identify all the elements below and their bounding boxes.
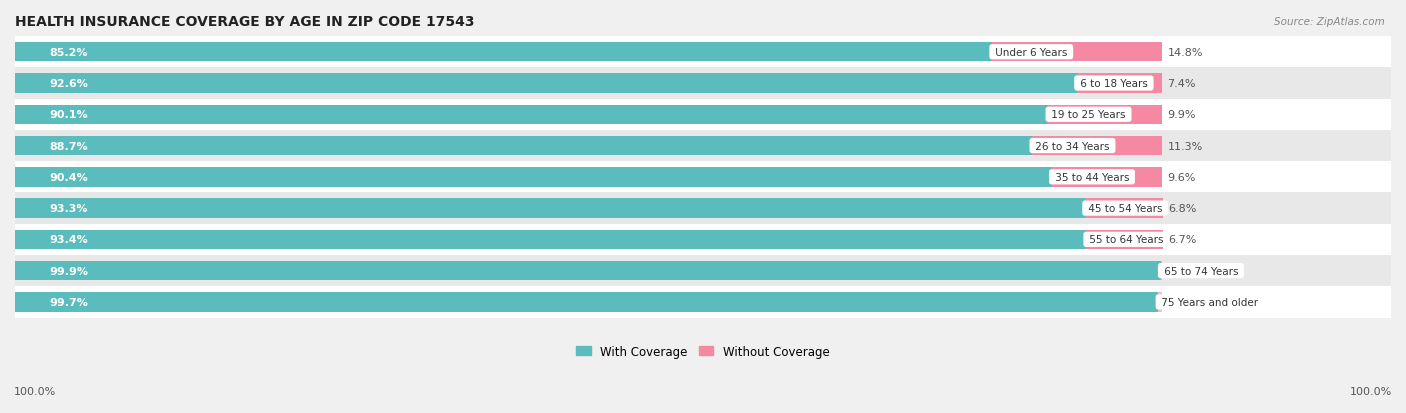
Bar [1052,168,1161,187]
Bar [15,43,993,62]
Bar [1047,105,1161,125]
Text: 0.15%: 0.15% [1168,266,1204,276]
Text: 88.7%: 88.7% [49,141,89,151]
Text: 26 to 34 Years: 26 to 34 Years [1032,141,1112,151]
Bar [15,261,1160,281]
Bar [15,292,1159,312]
Text: 100.0%: 100.0% [1350,387,1392,396]
Bar [15,162,1391,193]
Text: HEALTH INSURANCE COVERAGE BY AGE IN ZIP CODE 17543: HEALTH INSURANCE COVERAGE BY AGE IN ZIP … [15,15,474,29]
Bar [15,199,1085,218]
Text: 55 to 64 Years: 55 to 64 Years [1085,235,1167,245]
Text: 93.3%: 93.3% [49,204,89,214]
Text: 85.2%: 85.2% [49,47,89,57]
Text: 93.4%: 93.4% [49,235,89,245]
Bar [993,43,1161,62]
Text: 90.4%: 90.4% [49,172,89,183]
Text: 75 Years and older: 75 Years and older [1159,297,1261,307]
Bar [1160,261,1163,281]
Bar [15,137,1032,156]
Bar [1085,230,1163,249]
Text: 65 to 74 Years: 65 to 74 Years [1160,266,1241,276]
Bar [15,193,1391,224]
Text: 9.6%: 9.6% [1167,172,1195,183]
Text: 6.8%: 6.8% [1168,204,1197,214]
Text: 99.9%: 99.9% [49,266,89,276]
Bar [15,100,1391,131]
Bar [1077,74,1161,93]
Bar [1085,199,1163,218]
Text: 90.1%: 90.1% [49,110,89,120]
Bar [15,287,1391,318]
Text: 45 to 54 Years: 45 to 54 Years [1085,204,1166,214]
Text: 19 to 25 Years: 19 to 25 Years [1047,110,1129,120]
Bar [15,105,1047,125]
Text: 92.6%: 92.6% [49,79,89,89]
Bar [15,230,1085,249]
Text: 9.9%: 9.9% [1167,110,1197,120]
Text: 14.8%: 14.8% [1167,47,1204,57]
Text: Under 6 Years: Under 6 Years [993,47,1070,57]
Text: 6 to 18 Years: 6 to 18 Years [1077,79,1152,89]
Bar [15,168,1052,187]
Text: 99.7%: 99.7% [49,297,89,307]
Bar [15,68,1391,100]
Text: 35 to 44 Years: 35 to 44 Years [1052,172,1132,183]
Bar [15,37,1391,68]
Bar [15,74,1077,93]
Bar [15,224,1391,255]
Text: 7.4%: 7.4% [1167,79,1197,89]
Text: 0.35%: 0.35% [1168,297,1204,307]
Text: 100.0%: 100.0% [14,387,56,396]
Bar [15,131,1391,162]
Text: 11.3%: 11.3% [1167,141,1202,151]
Text: Source: ZipAtlas.com: Source: ZipAtlas.com [1274,17,1385,26]
Legend: With Coverage, Without Coverage: With Coverage, Without Coverage [572,340,834,363]
Bar [15,255,1391,287]
Text: 6.7%: 6.7% [1168,235,1197,245]
Bar [1032,137,1161,156]
Bar [1159,292,1163,312]
